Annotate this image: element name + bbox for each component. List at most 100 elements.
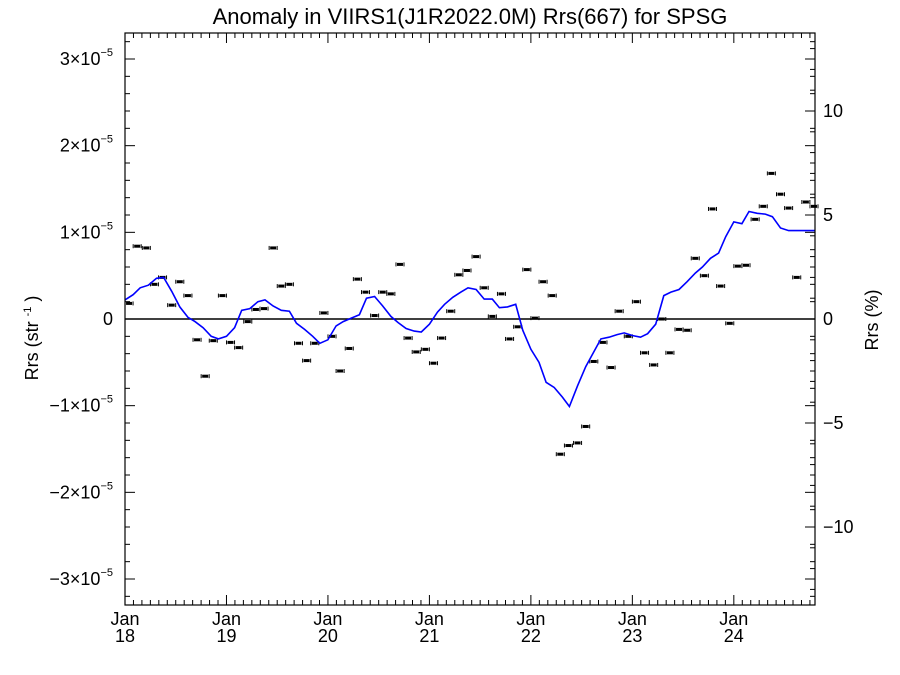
data-point	[319, 310, 329, 315]
data-point	[563, 443, 573, 448]
y-tick-label-left: −1×10−5	[49, 394, 113, 416]
data-point	[555, 452, 565, 457]
x-tick-label-month: Jan	[415, 609, 444, 629]
x-tick-label-month: Jan	[313, 609, 342, 629]
data-point	[547, 293, 557, 298]
y-tick-label-base: 2×10	[60, 136, 101, 156]
data-point	[360, 290, 370, 295]
y-tick-label-right: 5	[823, 205, 833, 225]
data-point	[141, 245, 151, 250]
data-point	[479, 285, 489, 290]
data-point	[471, 254, 481, 259]
data-point	[268, 245, 278, 250]
y-tick-label-base: 1×10	[60, 222, 101, 242]
data-point	[294, 341, 304, 346]
data-point	[352, 277, 362, 282]
data-point	[606, 365, 616, 370]
data-point	[251, 307, 261, 312]
y-axis-label-left-superscript: -1	[22, 307, 34, 317]
data-point	[784, 206, 794, 211]
data-point	[682, 328, 692, 333]
data-point	[428, 361, 438, 366]
y-tick-label-left: 1×10−5	[60, 220, 113, 242]
data-point	[674, 327, 684, 332]
data-point	[403, 336, 413, 341]
data-point	[217, 293, 227, 298]
data-point	[259, 306, 269, 311]
data-point	[665, 350, 675, 355]
data-point	[420, 347, 430, 352]
data-point	[614, 309, 624, 314]
data-point	[741, 263, 751, 268]
data-point	[378, 290, 388, 295]
x-tick-label-month: Jan	[110, 609, 139, 629]
data-point	[302, 358, 312, 363]
y-tick-label-base: −2×10	[49, 482, 100, 502]
x-tick-label-month: Jan	[719, 609, 748, 629]
data-point	[462, 268, 472, 273]
y-axis-label-left: Rrs (str -1 )	[15, 296, 42, 381]
data-point	[200, 374, 210, 379]
data-point	[454, 272, 464, 277]
data-point	[505, 336, 515, 341]
data-point	[487, 314, 497, 319]
data-point	[183, 293, 193, 298]
data-point	[725, 321, 735, 326]
y-tick-label-right: 10	[823, 101, 843, 121]
x-tick-label-year: 19	[216, 626, 236, 646]
x-tick-label-month: Jan	[212, 609, 241, 629]
data-point	[792, 275, 802, 280]
data-point	[167, 303, 177, 308]
data-point	[776, 192, 785, 197]
y-tick-label-left: 3×10−5	[60, 47, 113, 69]
data-point	[809, 204, 819, 209]
data-point	[699, 273, 709, 278]
axes-layer: 3×10−52×10−51×10−50−1×10−5−2×10−5−3×10−5…	[49, 32, 854, 646]
data-point	[708, 206, 718, 211]
data-point	[581, 424, 591, 429]
data-point	[522, 267, 532, 272]
y-tick-label-exponent: −5	[100, 394, 113, 406]
data-point	[243, 319, 253, 324]
y-axis-label-left-close: )	[22, 296, 42, 302]
data-point	[640, 350, 650, 355]
data-point	[411, 349, 421, 354]
y-tick-label-right: −5	[823, 413, 844, 433]
data-point	[538, 279, 548, 284]
y-tick-label-exponent: −5	[100, 134, 113, 146]
x-tick-label-month: Jan	[618, 609, 647, 629]
data-point	[766, 171, 776, 176]
x-tick-label-year: 18	[115, 626, 135, 646]
data-point	[649, 362, 659, 367]
data-layer	[124, 171, 819, 457]
data-point	[226, 340, 236, 345]
y-tick-label-left: −2×10−5	[49, 480, 113, 502]
x-tick-label-year: 20	[318, 626, 338, 646]
data-point	[573, 440, 583, 445]
data-point	[716, 284, 726, 289]
data-point	[192, 337, 202, 342]
y-axis-label-left-text: Rrs (str	[22, 321, 42, 380]
data-point	[276, 284, 286, 289]
data-point	[395, 262, 405, 267]
chart-title: Anomaly in VIIRS1(J1R2022.0M) Rrs(667) f…	[213, 4, 728, 29]
data-point	[690, 256, 700, 261]
data-point	[733, 264, 743, 269]
data-point	[758, 204, 768, 209]
data-point	[801, 200, 811, 204]
y-tick-label-exponent: −5	[100, 47, 113, 59]
y-tick-label-base: 0	[103, 309, 113, 329]
y-tick-label-base: 3×10	[60, 49, 101, 69]
data-point	[386, 291, 396, 296]
y-tick-label-exponent: −5	[100, 220, 113, 232]
x-tick-label-month: Jan	[516, 609, 545, 629]
data-point	[437, 336, 447, 341]
data-point	[530, 316, 540, 321]
data-point	[208, 338, 218, 343]
data-point	[344, 346, 354, 351]
y-tick-label-base: −3×10	[49, 569, 100, 589]
x-tick-label-year: 22	[521, 626, 541, 646]
x-tick-label-year: 21	[419, 626, 439, 646]
